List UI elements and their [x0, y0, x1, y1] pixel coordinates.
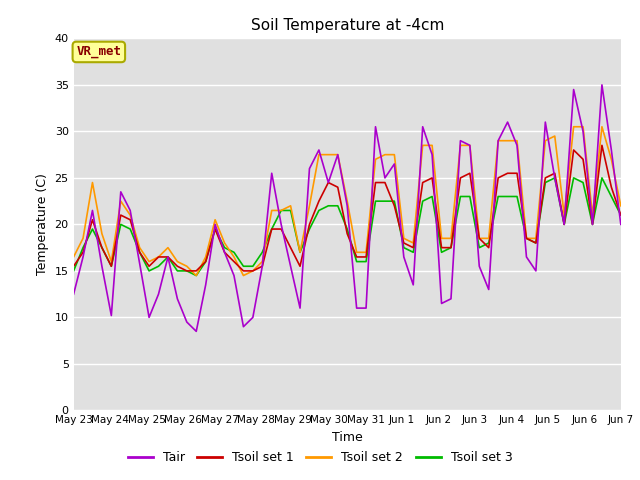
- Tair: [193, 328, 200, 334]
- Tsoil set 3: [617, 212, 625, 218]
- Tsoil set 2: [155, 254, 163, 260]
- Title: Soil Temperature at -4cm: Soil Temperature at -4cm: [250, 18, 444, 33]
- Tsoil set 2: [362, 250, 370, 255]
- Tsoil set 3: [155, 264, 163, 269]
- Tair: [70, 291, 77, 297]
- Tsoil set 1: [183, 268, 191, 274]
- Tsoil set 3: [551, 175, 559, 181]
- Legend: Tair, Tsoil set 1, Tsoil set 2, Tsoil set 3: Tair, Tsoil set 1, Tsoil set 2, Tsoil se…: [123, 446, 517, 469]
- Tsoil set 2: [126, 212, 134, 218]
- Tair: [362, 305, 370, 311]
- Tsoil set 1: [598, 143, 606, 148]
- Text: VR_met: VR_met: [76, 46, 122, 59]
- Tsoil set 2: [570, 124, 577, 130]
- Tsoil set 1: [221, 250, 228, 255]
- Line: Tsoil set 2: Tsoil set 2: [74, 127, 621, 276]
- Tsoil set 2: [476, 236, 483, 241]
- Tsoil set 2: [88, 180, 96, 185]
- Tair: [598, 82, 606, 88]
- Tsoil set 1: [126, 217, 134, 223]
- Line: Tsoil set 3: Tsoil set 3: [74, 178, 621, 276]
- Tsoil set 2: [617, 203, 625, 209]
- Tsoil set 1: [476, 236, 483, 241]
- Tsoil set 2: [193, 273, 200, 278]
- Tsoil set 1: [70, 264, 77, 269]
- Tsoil set 1: [617, 212, 625, 218]
- Tsoil set 3: [70, 268, 77, 274]
- Tsoil set 1: [88, 217, 96, 223]
- Tsoil set 3: [221, 245, 228, 251]
- Tsoil set 3: [476, 245, 483, 251]
- Tair: [476, 264, 483, 269]
- Tsoil set 3: [193, 273, 200, 278]
- Tsoil set 3: [126, 226, 134, 232]
- Tair: [88, 207, 96, 213]
- Tsoil set 2: [70, 254, 77, 260]
- X-axis label: Time: Time: [332, 431, 363, 444]
- Tair: [126, 207, 134, 213]
- Tsoil set 1: [155, 254, 163, 260]
- Line: Tair: Tair: [74, 85, 621, 331]
- Line: Tsoil set 1: Tsoil set 1: [74, 145, 621, 271]
- Y-axis label: Temperature (C): Temperature (C): [36, 173, 49, 276]
- Tair: [221, 250, 228, 255]
- Tsoil set 2: [221, 240, 228, 246]
- Tair: [617, 222, 625, 228]
- Tsoil set 3: [88, 226, 96, 232]
- Tsoil set 3: [362, 259, 370, 264]
- Tair: [155, 291, 163, 297]
- Tsoil set 1: [362, 254, 370, 260]
